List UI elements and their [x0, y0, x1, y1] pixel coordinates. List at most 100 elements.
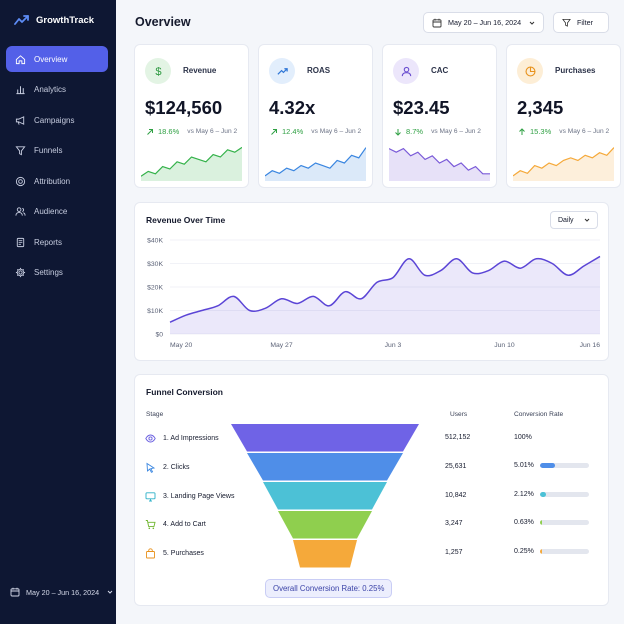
funnel-segment	[263, 482, 387, 510]
kpi-sparkline	[513, 147, 614, 181]
funnel-rate-value: 5.01%	[514, 462, 534, 469]
kpi-compare: vs May 6 – Jun 2	[311, 128, 362, 135]
user-icon	[401, 66, 411, 76]
sidebar-item-funnels[interactable]: Funnels	[6, 138, 108, 164]
kpi-value: 4.32x	[269, 97, 316, 118]
kpi-icon-wrap	[269, 58, 295, 84]
funnel-users: 512,152	[445, 434, 471, 441]
sidebar-item-audience[interactable]: Audience	[6, 199, 108, 225]
kpi-value: $23.45	[393, 97, 450, 118]
funnel-rate: 0.25%	[514, 548, 589, 555]
funnel-rate-value: 0.63%	[514, 519, 534, 526]
granularity-select[interactable]: Daily	[550, 211, 598, 229]
cursor-icon	[146, 462, 156, 473]
funnel-rate: 2.12%	[514, 491, 589, 498]
kpi-card-cac[interactable]: CAC $23.45 8.7% vs May 6 – Jun 2	[382, 44, 497, 188]
revenue-chart[interactable]: $0 $10K $20K $30K $40K May 20 May 27 Jun 3 Jun 1…	[135, 203, 610, 362]
funnel-users: 10,842	[445, 492, 467, 499]
funnel-users: 3,247	[445, 520, 463, 527]
funnel-rate-value: 2.12%	[514, 491, 534, 498]
date-range-label: May 20 – Jun 16, 2024	[448, 18, 522, 27]
kpi-card-roas[interactable]: ROAS 4.32x 12.4% vs May 6 – Jun 2	[258, 44, 373, 188]
sidebar-item-label: Funnels	[34, 146, 63, 155]
sidebar-item-campaigns[interactable]: Campaigns	[6, 107, 108, 133]
funnel-stage-row[interactable]: 3. Landing Page Views	[145, 489, 234, 503]
sidebar-item-settings[interactable]: Settings	[6, 260, 108, 286]
sparkline-area	[389, 148, 490, 181]
kpi-card-purchases[interactable]: Purchases 2,345 15.3% vs May 6 – Jun 2	[506, 44, 621, 188]
kpi-change: 8.7% vs May 6 – Jun 2	[394, 127, 481, 136]
arrow-down-icon	[395, 128, 401, 136]
kpi-compare: vs May 6 – Jun 2	[187, 128, 238, 135]
filter-label: Filter	[577, 18, 593, 27]
kpi-compare: vs May 6 – Jun 2	[559, 128, 610, 135]
sidebar-item-label: Attribution	[34, 176, 71, 186]
document-icon	[16, 237, 25, 247]
sidebar-date-range[interactable]: May 20 – Jun 16, 2024	[10, 587, 115, 597]
funnel-chart	[231, 424, 419, 568]
sidebar-item-label: Analytics	[34, 85, 67, 94]
rate-progress-bar	[539, 549, 589, 554]
funnel-stage-row[interactable]: 1. Ad Impressions	[145, 431, 219, 445]
sparkline-area	[513, 147, 614, 181]
kpi-change-value: 8.7%	[406, 127, 424, 136]
funnel-stage-row[interactable]: 4. Add to Cart	[145, 517, 206, 531]
x-tick-label: May 27	[270, 342, 293, 349]
sidebar-item-analytics[interactable]: Analytics	[6, 77, 108, 103]
sidebar-item-attribution[interactable]: Attribution	[6, 168, 108, 194]
revenue-chart-card: Revenue Over Time Daily $0 $10K $20K $30K $4…	[134, 202, 609, 361]
funnel-segment	[247, 453, 403, 481]
funnel-rate: 0.63%	[514, 519, 589, 526]
kpi-icon-wrap	[517, 58, 543, 84]
funnel-rate-value: 0.25%	[514, 548, 534, 555]
kpi-card-revenue[interactable]: $ Revenue $124,560 18.6% vs May 6 – Jun …	[134, 44, 249, 188]
kpi-sparkline	[265, 147, 366, 181]
funnel-users: 1,257	[445, 549, 463, 556]
sidebar-item-label: Overview	[34, 54, 68, 64]
funnel-stage-label: 3. Landing Page Views	[163, 492, 235, 500]
date-range-picker[interactable]: May 20 – Jun 16, 2024	[423, 12, 544, 33]
kpi-label: CAC	[431, 66, 449, 75]
kpi-value: 2,345	[517, 97, 564, 118]
pie-icon	[524, 65, 536, 77]
brand[interactable]: GrowthTrack	[14, 14, 94, 26]
sidebar-item-overview[interactable]: Overview	[6, 46, 108, 72]
kpi-label: Purchases	[555, 66, 596, 75]
revenue-area	[170, 256, 600, 334]
rate-progress-fill	[539, 492, 547, 497]
sparkline-line	[141, 146, 242, 177]
chevron-down-icon	[584, 218, 589, 222]
funnel-segment	[278, 511, 372, 539]
kpi-change-value: 15.3%	[530, 127, 552, 136]
sparkline-area	[265, 147, 366, 181]
funnel-stage-row[interactable]: 5. Purchases	[145, 546, 204, 560]
rate-progress-fill	[539, 549, 543, 554]
monitor-icon	[145, 491, 156, 501]
overall-conversion-badge: Overall Conversion Rate: 0.25%	[265, 579, 393, 598]
users-icon	[15, 207, 26, 216]
funnel-card: Funnel Conversion Stage Users Conversion…	[134, 374, 609, 606]
revenue-chart-title: Revenue Over Time	[146, 215, 226, 225]
kpi-compare: vs May 6 – Jun 2	[431, 128, 481, 135]
kpi-sparkline	[389, 147, 490, 181]
calendar-icon	[10, 587, 20, 597]
sidebar-item-label: Audience	[34, 207, 68, 216]
rate-progress-bar	[539, 463, 589, 468]
funnel-stage-row[interactable]: 2. Clicks	[145, 460, 189, 474]
growth-logo-icon	[14, 15, 29, 25]
sidebar-nav: Overview Analytics Campaigns Funnels Att…	[6, 46, 108, 290]
sidebar-item-reports[interactable]: Reports	[6, 229, 108, 255]
eye-icon	[145, 434, 156, 442]
y-tick-label: $20K	[147, 285, 163, 292]
funnel-segment	[231, 424, 419, 452]
kpi-change: 18.6% vs May 6 – Jun 2	[146, 127, 237, 136]
kpi-change-value: 12.4%	[282, 127, 304, 136]
y-tick-label: $30K	[147, 261, 163, 268]
filter-button[interactable]: Filter	[553, 12, 609, 33]
svg-text:$: $	[155, 66, 162, 78]
rate-progress-bar	[539, 492, 589, 497]
column-header-users: Users	[450, 411, 468, 418]
gear-icon	[15, 267, 26, 278]
bar-chart-icon	[16, 86, 25, 95]
home-icon	[15, 54, 26, 64]
